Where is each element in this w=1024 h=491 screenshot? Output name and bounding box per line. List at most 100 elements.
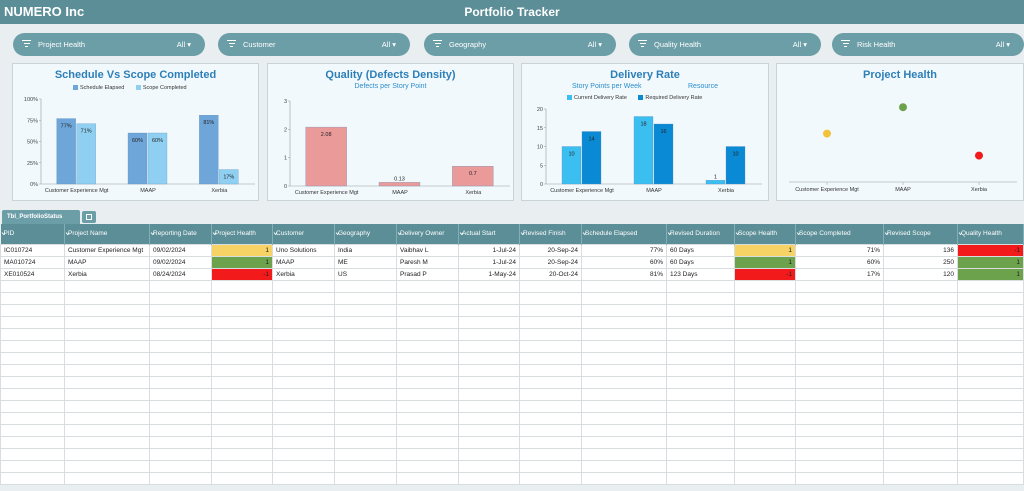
filter-dropdown-icon[interactable] <box>212 231 217 236</box>
empty-cell <box>458 447 520 461</box>
table-cell[interactable]: Paresh M <box>396 255 459 269</box>
table-cell[interactable]: 1 <box>957 267 1024 281</box>
filter-dropdown-icon[interactable] <box>796 231 801 236</box>
table-row[interactable]: IC010724 Customer Experience Mgt 09/02/202… <box>0 243 1024 257</box>
filter-project-health[interactable]: Project Health All ▾ <box>13 33 205 56</box>
y-tick-label: 0% <box>30 182 38 188</box>
column-header[interactable]: Scope Health <box>734 224 796 244</box>
filter-dropdown-icon[interactable] <box>1 231 6 236</box>
table-cell[interactable]: 17% <box>795 267 884 281</box>
empty-cell <box>666 339 735 353</box>
filter-dropdown-icon[interactable] <box>65 231 70 236</box>
table-cell[interactable]: 1-Jul-24 <box>458 255 520 269</box>
column-header[interactable]: Scope Completed <box>795 224 884 244</box>
filter-dropdown-icon[interactable] <box>735 231 740 236</box>
table-cell[interactable]: -1 <box>957 243 1024 257</box>
filter-dropdown-icon[interactable] <box>335 231 340 236</box>
column-header[interactable]: Revised Finish <box>519 224 582 244</box>
table-cell[interactable]: 71% <box>795 243 884 257</box>
column-header[interactable]: Schedule Elapsed <box>581 224 667 244</box>
table-cell[interactable]: 1-May-24 <box>458 267 520 281</box>
table-cell[interactable]: 136 <box>883 243 958 257</box>
table-cell[interactable]: -1 <box>734 267 796 281</box>
empty-cell <box>883 291 958 305</box>
tab-portfolio-status[interactable]: Tbl_PortfolioStatus <box>2 210 80 224</box>
table-cell[interactable]: 60 Days <box>666 255 735 269</box>
column-header[interactable]: Project Health <box>211 224 273 244</box>
table-cell[interactable]: Xerbia <box>64 267 150 281</box>
filter-quality-health[interactable]: Quality Health All ▾ <box>629 33 821 56</box>
table-row[interactable]: XE010524 Xerbia 08/24/2024 -1 Xerbia US Prasad… <box>0 267 1024 281</box>
table-cell[interactable]: 60 Days <box>666 243 735 257</box>
column-header[interactable]: Revised Scope <box>883 224 958 244</box>
filter-dropdown-icon[interactable] <box>884 231 889 236</box>
column-header[interactable]: Actual Start <box>458 224 520 244</box>
table-cell[interactable]: MAAP <box>272 255 335 269</box>
empty-cell <box>396 351 459 365</box>
empty-cell <box>211 351 273 365</box>
column-header[interactable]: Geography <box>334 224 397 244</box>
filter-dropdown-icon[interactable] <box>459 231 464 236</box>
table-cell[interactable]: 60% <box>795 255 884 269</box>
column-header[interactable]: Reporting Date <box>149 224 212 244</box>
column-header[interactable]: Customer <box>272 224 335 244</box>
table-cell[interactable]: 1 <box>957 255 1024 269</box>
table-cell[interactable]: IC010724 <box>0 243 65 257</box>
table-cell[interactable]: India <box>334 243 397 257</box>
table-cell[interactable]: Vaibhav L <box>396 243 459 257</box>
empty-cell <box>458 315 520 329</box>
table-cell[interactable]: 60% <box>581 255 667 269</box>
table-cell[interactable]: Customer Experience Mgt <box>64 243 150 257</box>
table-cell[interactable]: Xerbia <box>272 267 335 281</box>
table-cell[interactable]: 20-Sep-24 <box>519 255 582 269</box>
y-tick-label: 1 <box>284 156 287 162</box>
y-tick-label: 2 <box>284 127 287 133</box>
filter-geography[interactable]: Geography All ▾ <box>424 33 616 56</box>
column-header-label: Scope Health <box>738 230 778 238</box>
table-cell[interactable]: XE010524 <box>0 267 65 281</box>
empty-cell <box>795 339 884 353</box>
table-copy-icon[interactable] <box>82 211 96 223</box>
table-cell[interactable]: US <box>334 267 397 281</box>
column-header[interactable]: Delivery Owner <box>396 224 459 244</box>
filter-dropdown-icon[interactable] <box>520 231 525 236</box>
table-row[interactable]: MA010724 MAAP 09/02/2024 1 MAAP ME Paresh M 1-J… <box>0 255 1024 269</box>
table-cell[interactable]: MA010724 <box>0 255 65 269</box>
table-cell[interactable]: 81% <box>581 267 667 281</box>
column-header-label: Revised Finish <box>523 230 566 238</box>
table-cell[interactable]: 1 <box>734 243 796 257</box>
table-cell[interactable]: -1 <box>211 267 273 281</box>
filter-dropdown-icon[interactable] <box>667 231 672 236</box>
legend-item: Schedule Elapsed <box>73 85 124 91</box>
table-cell[interactable]: 09/02/2024 <box>149 243 212 257</box>
filter-dropdown-icon[interactable] <box>958 231 963 236</box>
table-cell[interactable]: 77% <box>581 243 667 257</box>
filter-dropdown-icon[interactable] <box>582 231 587 236</box>
table-cell[interactable]: MAAP <box>64 255 150 269</box>
table-cell[interactable]: 1 <box>211 243 273 257</box>
table-cell[interactable]: Prasad P <box>396 267 459 281</box>
filter-dropdown-icon[interactable] <box>273 231 278 236</box>
table-cell[interactable]: 09/02/2024 <box>149 255 212 269</box>
column-header[interactable]: PID <box>0 224 65 244</box>
table-cell[interactable]: 120 <box>883 267 958 281</box>
table-cell[interactable]: 1 <box>734 255 796 269</box>
filter-customer[interactable]: Customer All ▾ <box>218 33 410 56</box>
table-cell[interactable]: ME <box>334 255 397 269</box>
empty-cell <box>64 327 150 341</box>
filter-label: Project Health <box>38 40 86 49</box>
filter-dropdown-icon[interactable] <box>150 231 155 236</box>
column-header[interactable]: Project Name <box>64 224 150 244</box>
column-header[interactable]: Revised Duration <box>666 224 735 244</box>
table-cell[interactable]: 123 Days <box>666 267 735 281</box>
table-cell[interactable]: Uno Solutions <box>272 243 335 257</box>
table-cell[interactable]: 08/24/2024 <box>149 267 212 281</box>
filter-dropdown-icon[interactable] <box>397 231 402 236</box>
table-cell[interactable]: 1-Jul-24 <box>458 243 520 257</box>
column-header[interactable]: Quality Health <box>957 224 1024 244</box>
table-cell[interactable]: 20-Oct-24 <box>519 267 582 281</box>
filter-risk-health[interactable]: Risk Health All ▾ <box>832 33 1024 56</box>
table-cell[interactable]: 1 <box>211 255 273 269</box>
table-cell[interactable]: 250 <box>883 255 958 269</box>
table-cell[interactable]: 20-Sep-24 <box>519 243 582 257</box>
